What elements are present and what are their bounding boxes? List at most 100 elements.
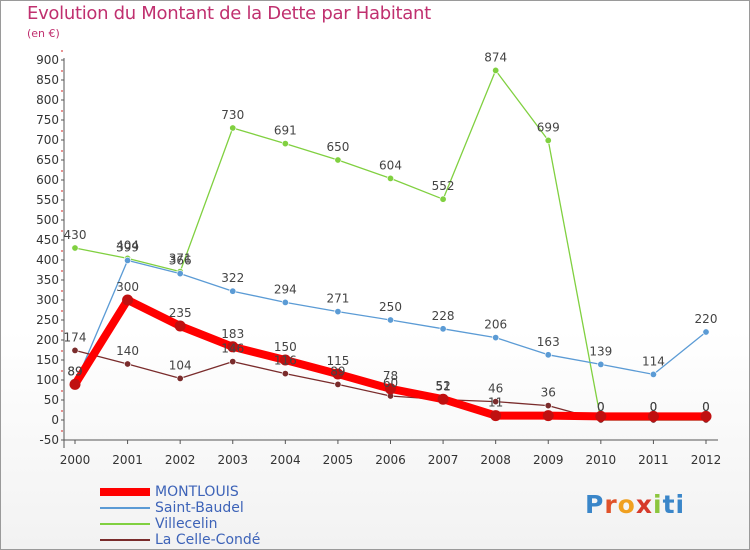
y-tick-label: 900 — [36, 53, 59, 67]
data-label: 60 — [383, 376, 398, 390]
data-label: 604 — [379, 158, 402, 172]
x-tick-label: 2002 — [165, 453, 196, 467]
data-point — [492, 66, 500, 74]
data-point — [281, 370, 289, 378]
data-point — [385, 383, 396, 395]
data-label: 691 — [274, 124, 297, 138]
proxiti-logo: Proxiti — [585, 490, 686, 519]
data-point — [122, 294, 134, 306]
data-point — [281, 140, 289, 148]
y-tick-label: 750 — [36, 113, 59, 127]
y-tick-label: 0 — [51, 413, 59, 427]
data-label: 104 — [169, 358, 192, 372]
legend-label: La Celle-Condé — [155, 532, 261, 548]
data-label: 0 — [702, 400, 710, 414]
data-label: 650 — [326, 140, 349, 154]
data-label: 235 — [169, 306, 192, 320]
data-point — [229, 358, 237, 366]
x-tick-label: 2010 — [586, 453, 617, 467]
data-point — [492, 334, 500, 342]
data-label: 36 — [541, 386, 556, 400]
data-point — [281, 298, 289, 306]
data-label: 430 — [64, 228, 87, 242]
data-label: 114 — [642, 354, 665, 368]
x-tick-label: 2001 — [112, 453, 143, 467]
data-label: 874 — [484, 50, 507, 64]
data-point — [332, 368, 344, 380]
data-label: 250 — [379, 300, 402, 314]
y-tick-label: 650 — [36, 153, 59, 167]
x-tick-label: 2006 — [375, 453, 406, 467]
y-tick-label: 800 — [36, 93, 59, 107]
data-label: 399 — [116, 240, 139, 254]
data-label: 163 — [537, 335, 560, 349]
data-point — [702, 328, 710, 336]
x-tick-label: 2003 — [217, 453, 248, 467]
data-label: 174 — [64, 330, 87, 344]
data-point — [124, 256, 132, 264]
x-tick-label: 2012 — [691, 453, 722, 467]
data-point — [279, 354, 291, 366]
data-label: 206 — [484, 318, 507, 332]
data-label: 146 — [221, 342, 244, 356]
data-label: 0 — [597, 400, 605, 414]
data-point — [229, 124, 237, 132]
data-label: 46 — [488, 382, 503, 396]
data-point — [69, 378, 81, 390]
data-point — [437, 393, 449, 405]
x-tick-label: 2008 — [480, 453, 511, 467]
x-tick-label: 2004 — [270, 453, 301, 467]
data-label: 78 — [383, 369, 398, 383]
data-point — [647, 410, 659, 422]
data-point — [544, 402, 552, 410]
data-label: 89 — [330, 364, 345, 378]
data-label: 140 — [116, 344, 139, 358]
data-label: 139 — [589, 344, 612, 358]
y-tick-label: -50 — [39, 433, 59, 447]
data-label: 11 — [488, 396, 503, 410]
legend-swatch — [100, 488, 150, 496]
data-point — [229, 287, 237, 295]
data-point — [334, 156, 342, 164]
legend-label: MONTLOUIS — [155, 484, 239, 500]
legend-swatch — [100, 539, 150, 541]
data-label: 89 — [67, 364, 82, 378]
data-label: 0 — [650, 400, 658, 414]
data-point — [492, 398, 500, 406]
data-point — [176, 374, 184, 382]
data-label: 150 — [274, 340, 297, 354]
data-point — [124, 360, 132, 368]
data-point — [542, 410, 554, 422]
legend-swatch — [100, 507, 150, 509]
data-label: 115 — [326, 354, 349, 368]
data-point — [439, 325, 447, 333]
x-tick-label: 2005 — [323, 453, 354, 467]
y-tick-label: 350 — [36, 273, 59, 287]
y-tick-label: 50 — [44, 393, 59, 407]
y-tick-label: 100 — [36, 373, 59, 387]
data-label: 0 — [650, 400, 658, 414]
data-label: 220 — [695, 312, 718, 326]
y-tick-label: 450 — [36, 233, 59, 247]
data-label: 371 — [169, 252, 192, 266]
data-label: 0 — [597, 400, 605, 414]
data-point — [334, 308, 342, 316]
y-tick-label: 400 — [36, 253, 59, 267]
data-label: 730 — [221, 108, 244, 122]
y-tick-label: 600 — [36, 173, 59, 187]
data-label: 51 — [435, 380, 450, 394]
data-label: 322 — [221, 271, 244, 285]
data-label: 404 — [116, 238, 139, 252]
data-point — [544, 136, 552, 144]
x-tick-label: 2000 — [60, 453, 91, 467]
x-tick-label: 2007 — [428, 453, 459, 467]
legend-label: Saint-Baudel — [155, 500, 244, 516]
data-point — [544, 351, 552, 359]
data-point — [176, 270, 184, 278]
data-point — [174, 320, 186, 332]
data-label: 366 — [169, 254, 192, 268]
x-tick-label: 2011 — [638, 453, 669, 467]
data-point — [386, 316, 394, 324]
